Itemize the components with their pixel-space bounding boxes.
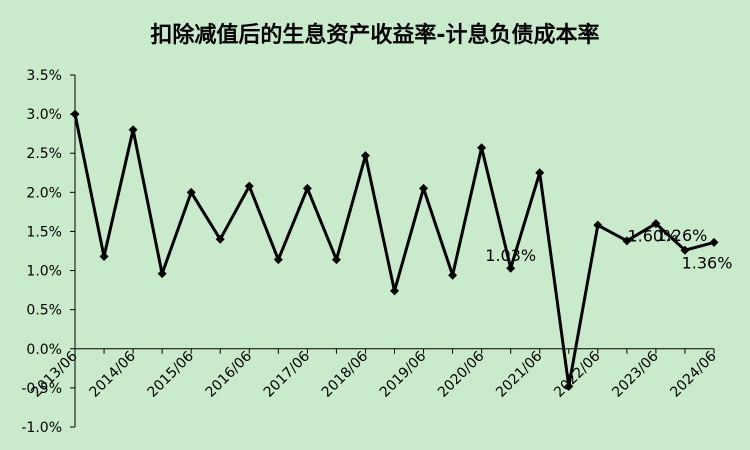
data-point-marker [651, 219, 661, 229]
data-label: 1.26% [657, 226, 708, 245]
x-tick-label: 2024/06 [667, 348, 720, 401]
y-tick-label: 0.5% [26, 303, 62, 319]
y-tick-label: 1.0% [26, 264, 62, 280]
data-point-marker [477, 143, 487, 153]
data-point-marker [273, 255, 283, 265]
y-tick-label: 2.5% [26, 146, 62, 162]
data-point-marker [215, 234, 225, 244]
data-point-marker [448, 270, 458, 280]
data-point-marker [390, 286, 399, 296]
data-point-marker [622, 236, 632, 246]
data-point-marker [593, 220, 603, 230]
data-point-marker [128, 125, 138, 135]
data-point-marker [535, 168, 545, 178]
series-layer [70, 109, 719, 391]
data-label: 1.36% [682, 253, 733, 272]
data-point-marker [564, 381, 574, 391]
x-tick-label: 2018/06 [319, 348, 372, 401]
y-tick-label: 2.0% [26, 185, 62, 201]
x-tick-label: 2015/06 [145, 348, 198, 401]
data-point-marker [419, 183, 429, 193]
data-point-marker [244, 181, 254, 191]
y-tick-label: -1.0% [21, 420, 62, 436]
x-tick-label: 2014/06 [86, 348, 139, 401]
data-label: 1.03% [485, 246, 536, 265]
y-tick-label: 3.5% [26, 68, 62, 84]
data-point-marker [186, 187, 196, 197]
annotation-layer: 1.03% 1.60%1.26% 1.36% [485, 226, 732, 272]
x-tick-label: 2016/06 [203, 348, 256, 401]
chart-title: 扣除减值后的生息资产收益率-计息负债成本率 [150, 22, 599, 48]
data-point-marker [157, 269, 167, 279]
data-point-marker [302, 183, 312, 193]
x-tick-label: 2019/06 [377, 348, 430, 401]
x-tick-label: 2023/06 [609, 348, 662, 401]
data-point-marker [506, 263, 516, 273]
y-tick-label: 1.5% [26, 224, 62, 240]
y-tick-label: 0.0% [26, 342, 62, 358]
data-point-marker [709, 237, 719, 247]
x-axis: 2013/06 2014/06 2015/06 2016/06 2017/06 2018/… [28, 348, 720, 401]
x-tick-label: 2021/06 [493, 348, 546, 401]
data-point-marker [99, 251, 109, 261]
x-tick-label: 2022/06 [551, 348, 604, 401]
data-label: 1.60% [627, 227, 678, 246]
data-point-marker [680, 245, 690, 255]
data-point-marker [331, 255, 341, 265]
data-point-marker [360, 151, 370, 161]
y-axis: -1.0% -0.5% 0.0% 0.5% 1.0% 1.5% 2.0% 2.5% 3.0% 3.… [21, 68, 76, 436]
y-tick-label: -0.5% [21, 381, 62, 397]
series-line [73, 113, 715, 388]
x-tick-label: 2017/06 [261, 348, 314, 401]
y-tick-label: 3.0% [26, 107, 62, 123]
data-point-marker [70, 109, 80, 119]
x-tick-label: 2020/06 [435, 348, 488, 401]
